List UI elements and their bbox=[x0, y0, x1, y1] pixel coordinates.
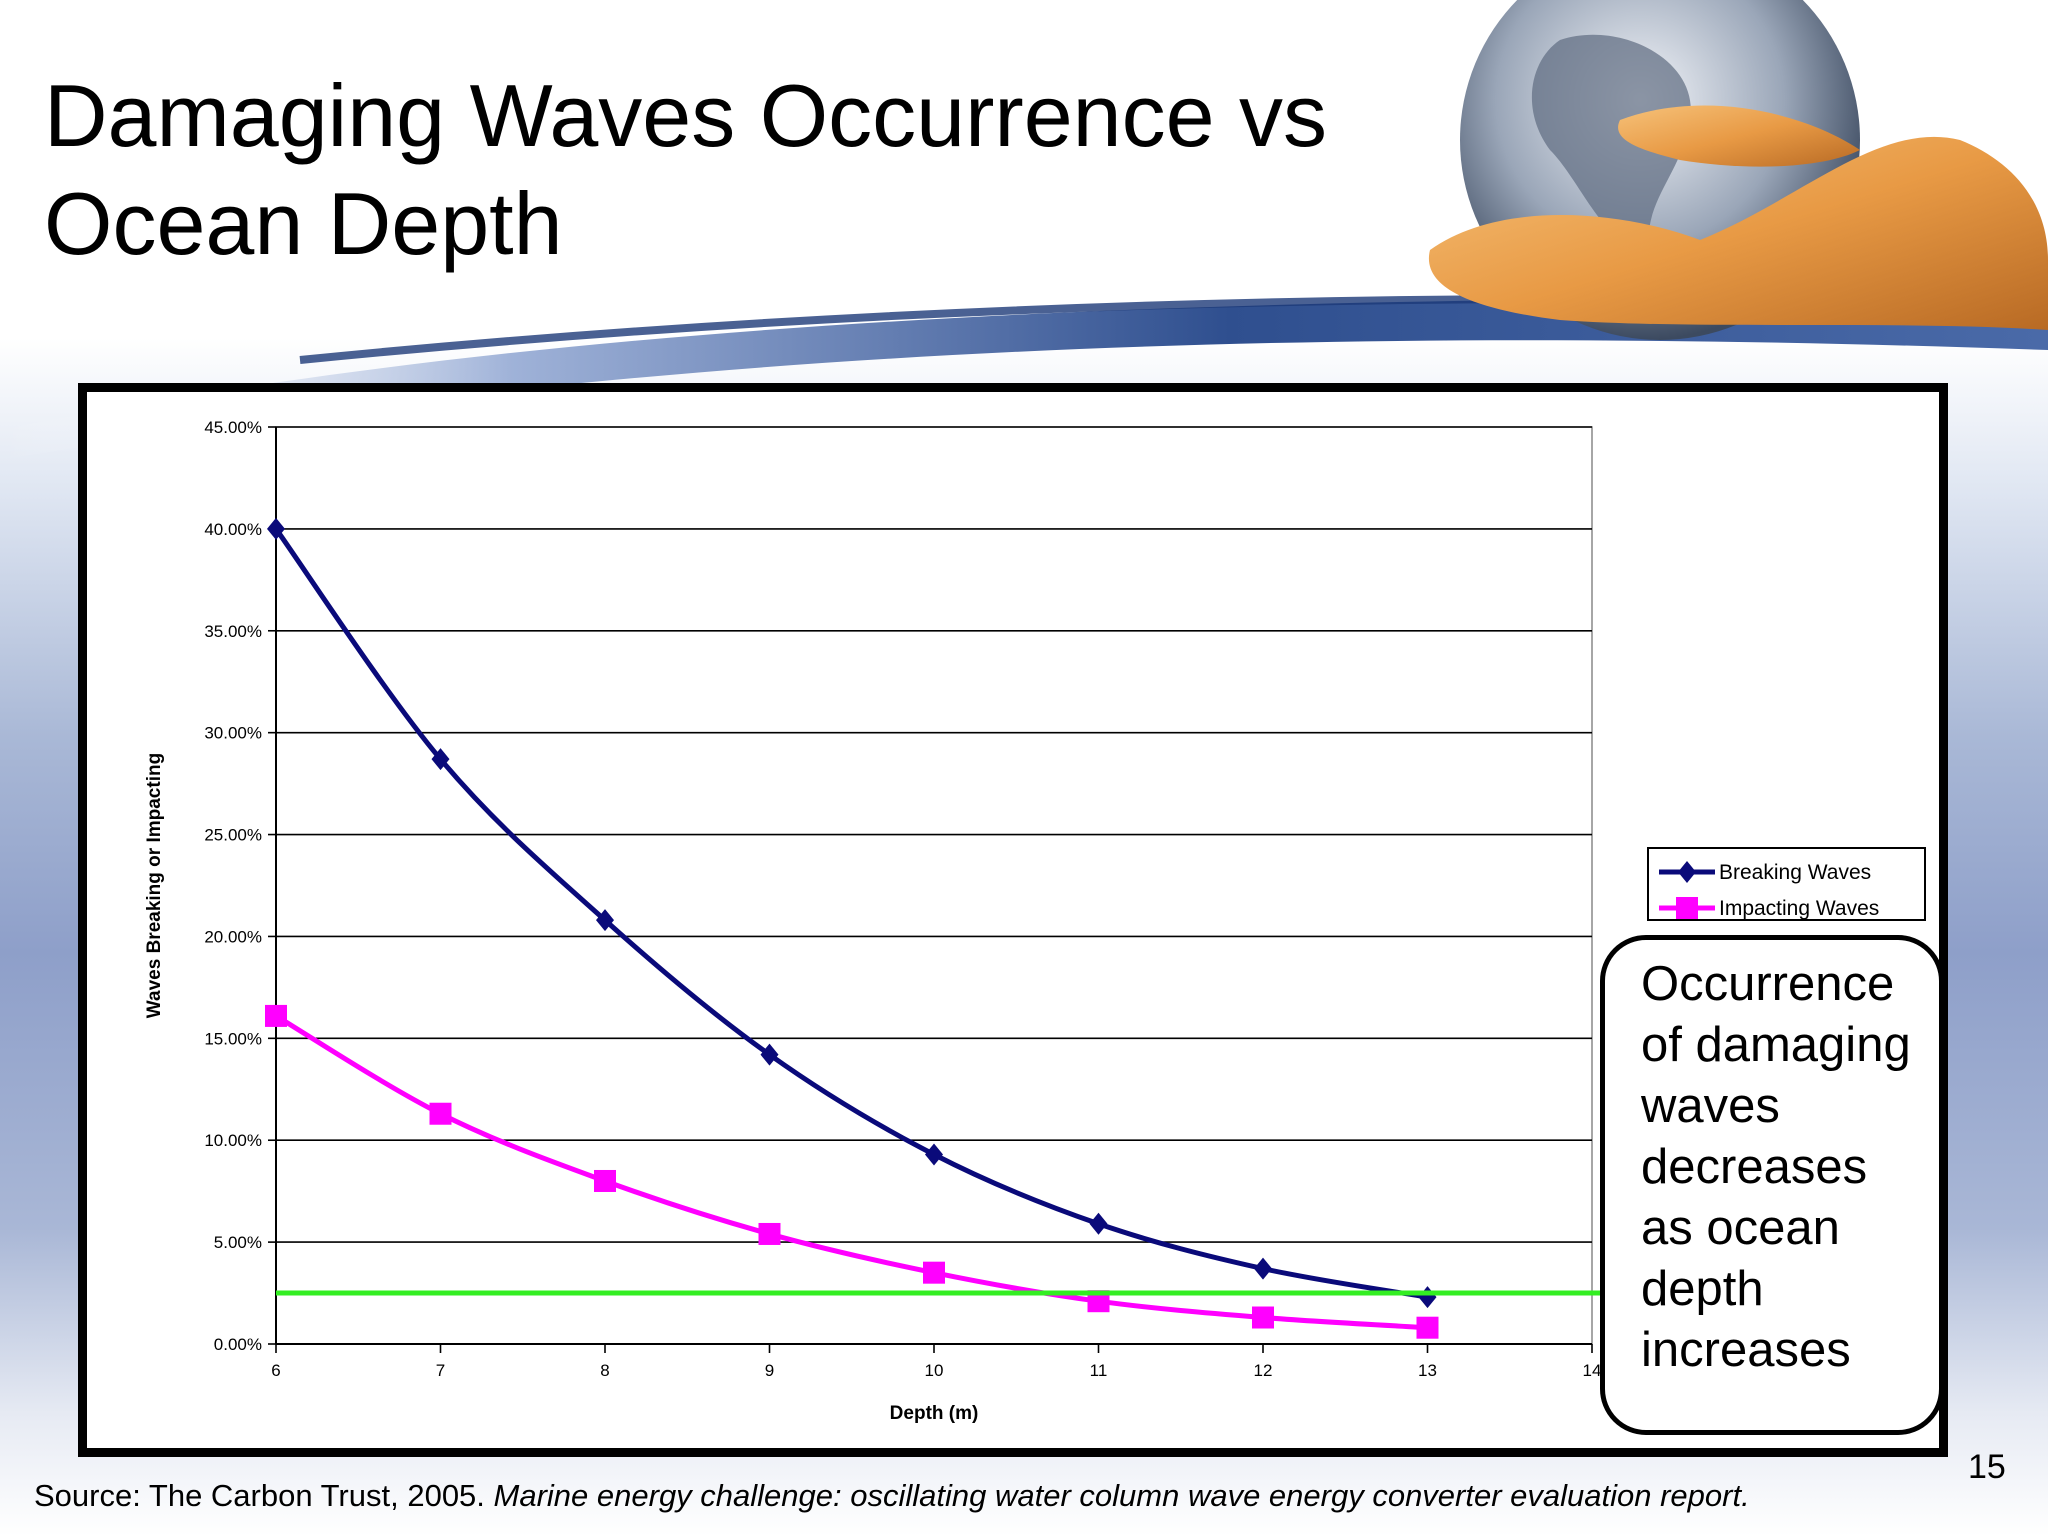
data-point-breaking-waves bbox=[1254, 1257, 1272, 1280]
data-point-breaking-waves bbox=[431, 748, 450, 771]
y-tick-label: 35.00% bbox=[204, 622, 262, 641]
x-tick-label: 8 bbox=[600, 1361, 609, 1380]
globe-continent bbox=[1531, 34, 1691, 260]
data-point-breaking-waves bbox=[596, 909, 614, 932]
data-point-breaking-waves bbox=[1089, 1212, 1108, 1235]
page-number: 15 bbox=[1968, 1448, 2006, 1486]
data-point-impacting-waves bbox=[1087, 1290, 1110, 1313]
legend-label-breaking-waves: Breaking Waves bbox=[1719, 861, 1871, 884]
y-tick-label: 30.00% bbox=[204, 724, 262, 743]
header-swoosh bbox=[0, 298, 2048, 460]
data-point-breaking-waves bbox=[925, 1143, 943, 1166]
y-tick-label: 45.00% bbox=[204, 418, 262, 437]
data-point-impacting-waves bbox=[429, 1102, 452, 1125]
y-tick-label: 0.00% bbox=[214, 1335, 262, 1354]
data-point-impacting-waves bbox=[594, 1169, 616, 1192]
legend: Breaking Waves Impacting Waves bbox=[1647, 847, 1926, 921]
x-tick-label: 14 bbox=[1583, 1361, 1602, 1380]
header-decoration bbox=[0, 0, 2048, 460]
series-breaking-waves bbox=[267, 517, 1437, 1309]
data-point-impacting-waves bbox=[265, 1004, 287, 1027]
legend-marker-impacting-waves bbox=[1676, 897, 1698, 919]
x-axis-label: Depth (m) bbox=[890, 1403, 979, 1424]
y-axis-label: Waves Breaking or Impacting bbox=[144, 753, 165, 1018]
hand-icon bbox=[1428, 136, 2048, 330]
y-tick-label: 10.00% bbox=[204, 1131, 262, 1150]
series-line-impacting-waves bbox=[274, 1013, 1428, 1331]
source-citation: Source: The Carbon Trust, 2005. Marine e… bbox=[34, 1478, 2014, 1514]
x-tick-label: 13 bbox=[1418, 1361, 1437, 1380]
source-reference: Marine energy challenge: oscillating wat… bbox=[493, 1478, 1750, 1513]
x-tick-label: 12 bbox=[1254, 1361, 1273, 1380]
data-point-impacting-waves bbox=[923, 1261, 945, 1284]
x-tick-label: 7 bbox=[436, 1361, 445, 1380]
data-point-impacting-waves bbox=[1416, 1316, 1439, 1339]
callout-box: Occurrence of damaging waves decreases a… bbox=[1600, 935, 1944, 1435]
y-tick-label: 15.00% bbox=[204, 1029, 262, 1048]
series-impacting-waves bbox=[265, 1004, 1439, 1339]
data-point-impacting-waves bbox=[758, 1222, 781, 1245]
y-tick-label: 20.00% bbox=[204, 927, 262, 946]
y-tick-label: 5.00% bbox=[214, 1233, 262, 1252]
y-tick-label: 40.00% bbox=[204, 520, 262, 539]
data-point-breaking-waves bbox=[267, 517, 285, 540]
x-tick-label: 11 bbox=[1090, 1361, 1108, 1380]
x-tick-label: 6 bbox=[271, 1361, 280, 1380]
y-tick-label: 25.00% bbox=[204, 826, 262, 845]
line-chart: 0.00% 5.00% 10.00% 15.00% 20.00% 25.00% 30.00%… bbox=[144, 418, 1926, 1424]
legend-marker-breaking-waves bbox=[1678, 861, 1696, 883]
slide-title: Damaging Waves Occurrence vs Ocean Depth bbox=[44, 66, 1327, 273]
data-point-breaking-waves bbox=[760, 1043, 779, 1066]
x-tick-label: 10 bbox=[925, 1361, 944, 1380]
hand-finger-icon bbox=[1618, 105, 1860, 167]
plot-area bbox=[275, 426, 1593, 1345]
legend-label-impacting-waves: Impacting Waves bbox=[1719, 897, 1879, 920]
source-prefix: Source: The Carbon Trust, 2005. bbox=[34, 1478, 494, 1513]
data-point-impacting-waves bbox=[1252, 1306, 1274, 1329]
x-tick-label: 9 bbox=[765, 1361, 774, 1380]
